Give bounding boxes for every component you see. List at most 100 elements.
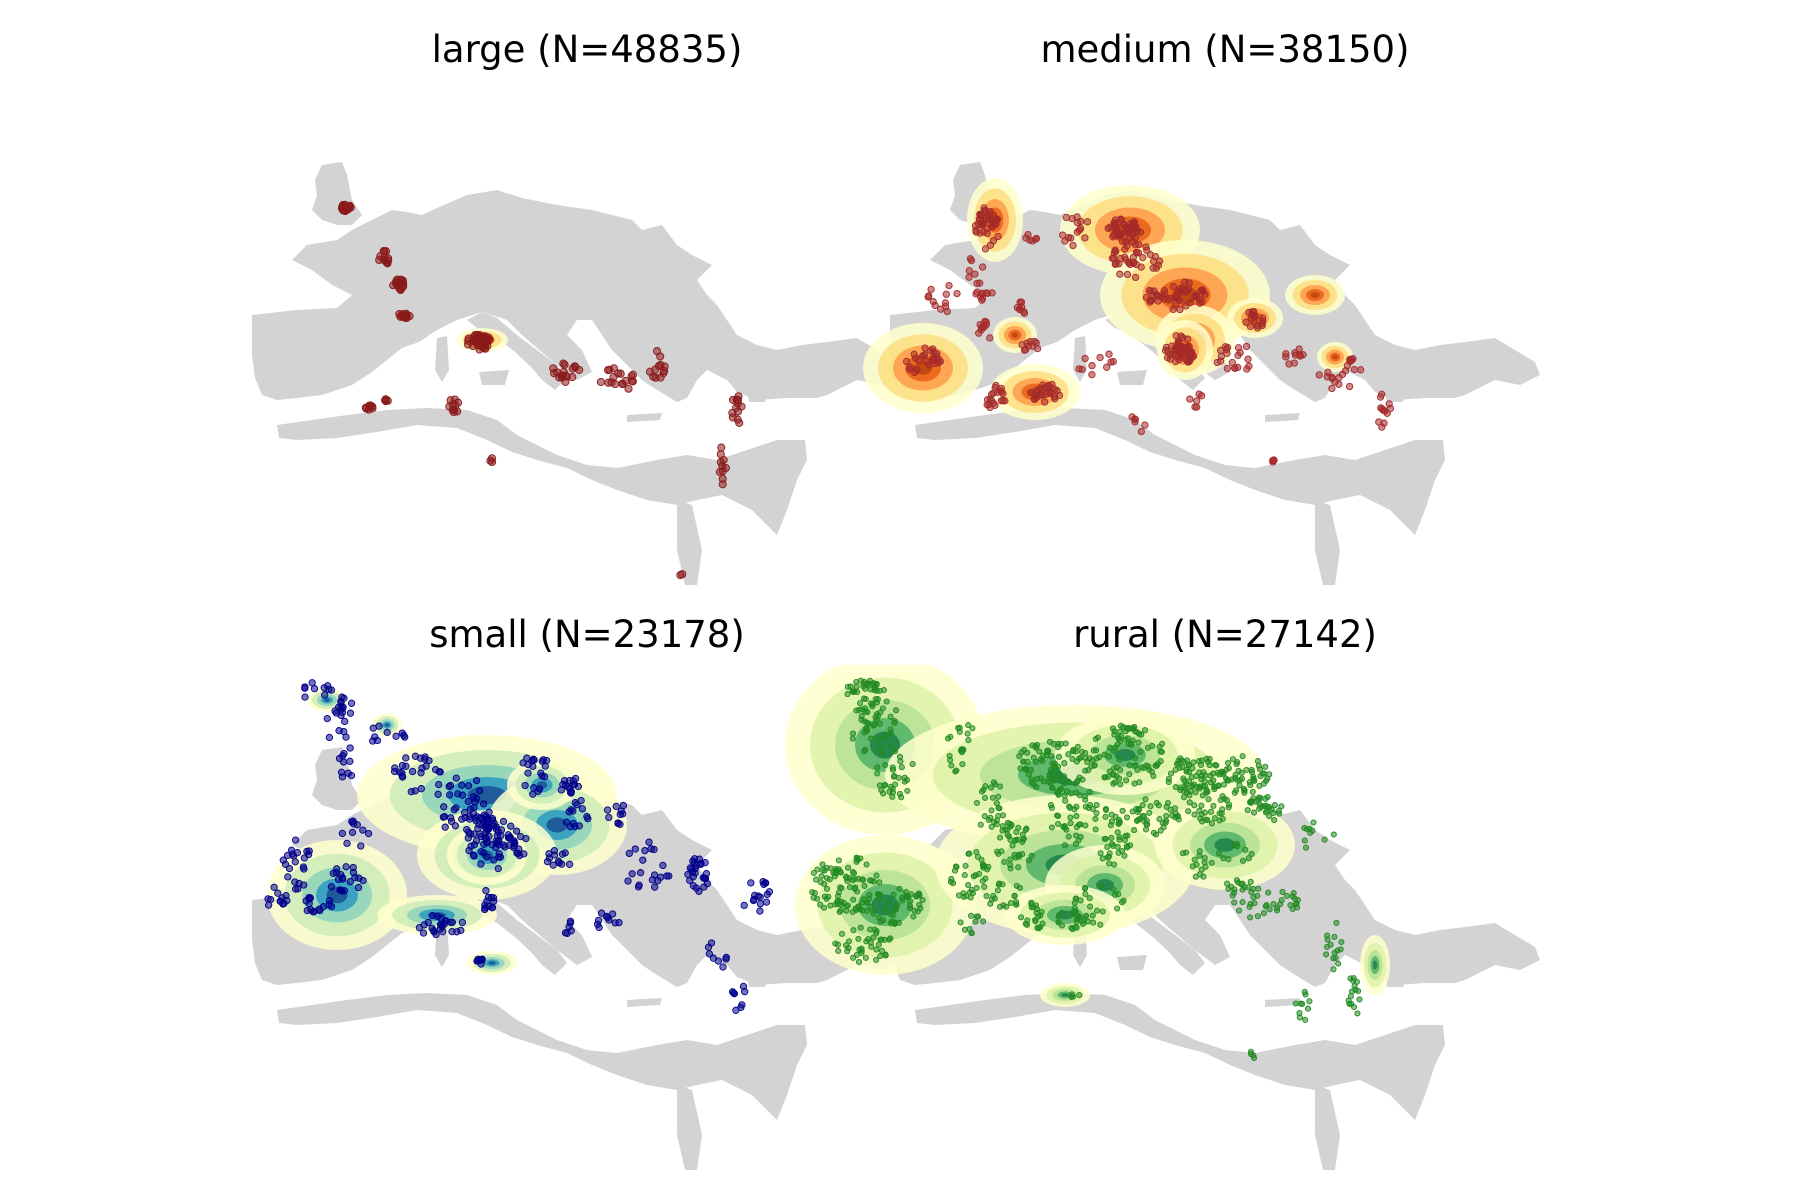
points-layer <box>809 677 1363 1062</box>
site-point <box>826 876 833 883</box>
site-point <box>631 845 639 853</box>
site-point <box>1111 861 1118 868</box>
site-point <box>876 720 883 727</box>
site-point <box>651 365 660 374</box>
site-point <box>1013 829 1020 836</box>
site-point <box>903 889 910 896</box>
site-point <box>1116 836 1123 843</box>
site-point <box>878 936 885 943</box>
site-point <box>291 858 299 866</box>
site-point <box>874 891 882 898</box>
site-point <box>838 930 846 937</box>
site-point <box>1186 299 1194 307</box>
site-point <box>1244 355 1252 363</box>
site-point <box>1096 754 1103 761</box>
site-point <box>929 297 937 306</box>
site-point <box>1260 910 1267 917</box>
site-point <box>999 396 1007 405</box>
site-point <box>1292 1000 1299 1007</box>
site-point <box>625 849 633 858</box>
site-point <box>1327 941 1334 948</box>
site-point <box>624 384 633 393</box>
site-point <box>612 802 620 811</box>
site-point <box>1198 811 1205 818</box>
site-point <box>965 273 973 281</box>
site-point <box>1036 748 1043 755</box>
site-point <box>997 783 1004 790</box>
site-point <box>961 872 968 879</box>
site-point <box>291 836 300 844</box>
site-point <box>357 842 365 850</box>
site-point <box>1165 775 1172 782</box>
site-point <box>980 204 988 212</box>
site-point <box>477 860 485 868</box>
site-point <box>887 713 894 720</box>
land-region <box>677 500 702 585</box>
land-region <box>627 998 662 1007</box>
site-point <box>880 790 887 797</box>
site-point <box>1353 978 1360 985</box>
site-point <box>1156 816 1163 823</box>
site-point <box>747 879 755 887</box>
site-point <box>965 881 972 889</box>
site-point <box>1191 802 1198 809</box>
site-point <box>411 752 420 760</box>
site-point <box>1143 762 1150 769</box>
site-point <box>837 884 844 891</box>
site-point <box>639 856 647 864</box>
site-point <box>577 796 585 805</box>
site-point <box>761 879 770 887</box>
site-point <box>1153 831 1160 838</box>
site-point <box>876 879 883 886</box>
site-point <box>1061 792 1068 799</box>
site-point <box>417 785 425 793</box>
land-region <box>915 993 1445 1120</box>
site-point <box>659 861 667 870</box>
site-point <box>976 229 984 237</box>
site-point <box>1333 919 1340 926</box>
site-point <box>333 865 341 873</box>
site-point <box>458 781 466 789</box>
site-point <box>636 869 645 877</box>
site-point <box>882 951 889 958</box>
site-point <box>716 458 725 467</box>
site-point <box>1070 993 1077 1000</box>
site-point <box>1189 765 1196 772</box>
site-point <box>1218 768 1225 775</box>
site-point <box>846 884 853 891</box>
site-point <box>1263 902 1270 909</box>
site-point <box>719 963 727 971</box>
site-point <box>1224 777 1231 784</box>
site-point <box>1203 755 1210 762</box>
density-contour <box>1061 993 1069 997</box>
site-point <box>395 768 404 776</box>
site-point <box>1207 808 1215 815</box>
site-point <box>1186 395 1194 403</box>
site-point <box>1110 771 1117 778</box>
site-point <box>823 895 830 902</box>
site-point <box>1064 234 1073 242</box>
site-point <box>306 894 314 902</box>
site-point <box>1117 231 1125 239</box>
site-point <box>346 757 354 765</box>
site-point <box>676 571 685 580</box>
site-point <box>1097 921 1104 928</box>
site-point <box>1348 356 1356 364</box>
site-point <box>1179 850 1186 857</box>
site-point <box>561 371 570 380</box>
site-point <box>1068 790 1075 797</box>
site-point <box>392 732 400 740</box>
site-point <box>1085 804 1092 811</box>
site-point <box>992 220 1000 228</box>
site-point <box>1163 812 1170 820</box>
site-point <box>1256 782 1263 789</box>
site-point <box>1123 270 1132 279</box>
site-point <box>1266 771 1273 778</box>
site-point <box>543 858 552 866</box>
site-point <box>819 861 826 868</box>
site-point <box>1166 355 1175 363</box>
site-point <box>1086 755 1093 762</box>
site-point <box>1266 813 1273 820</box>
site-point <box>1011 892 1018 899</box>
site-point <box>1033 344 1042 353</box>
